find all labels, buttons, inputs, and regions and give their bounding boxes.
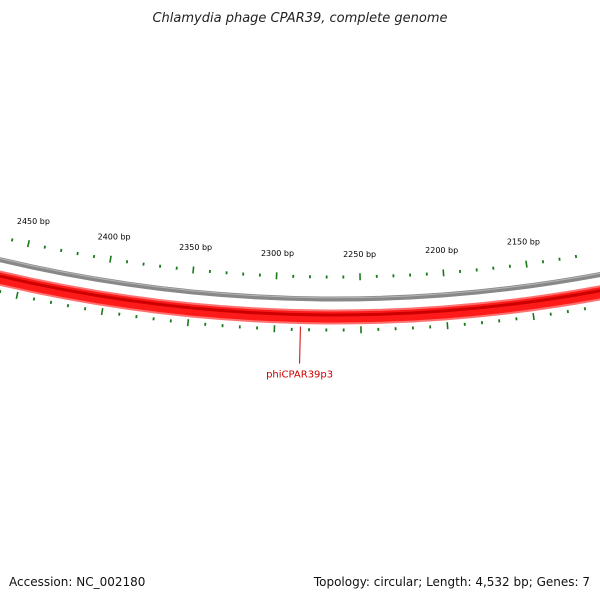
minor-tick-inner bbox=[83, 307, 87, 311]
inner-tick-track bbox=[0, 289, 587, 334]
minor-tick-outer bbox=[76, 251, 79, 256]
minor-tick-inner bbox=[66, 304, 70, 308]
minor-tick-inner bbox=[583, 307, 587, 311]
gene-arc-phiCPAR39p3[interactable] bbox=[0, 272, 600, 323]
tick-label: 2150 bp bbox=[507, 237, 540, 246]
tick-label: 2400 bp bbox=[98, 233, 131, 242]
minor-tick-outer bbox=[60, 248, 63, 253]
gene-label-phiCPAR39p3[interactable]: phiCPAR39p3 bbox=[266, 370, 333, 381]
genome-backbone bbox=[0, 257, 600, 302]
tick-label-group: 2450 bp 2400 bp 2350 bp 2300 bp 2250 bp 2200 … bbox=[17, 217, 540, 259]
major-tick-inner bbox=[15, 291, 19, 299]
minor-tick-outer bbox=[43, 245, 47, 249]
major-tick-inner bbox=[446, 322, 449, 330]
minor-tick-inner bbox=[32, 297, 36, 301]
minor-tick-inner bbox=[49, 300, 53, 305]
minor-tick-outer bbox=[574, 254, 578, 259]
major-tick-outer bbox=[26, 240, 31, 248]
major-tick-outer bbox=[525, 260, 528, 268]
gene-arc-core bbox=[0, 274, 600, 317]
major-tick-outer bbox=[109, 255, 112, 263]
tick-label: 2200 bp bbox=[425, 246, 458, 255]
minor-tick-outer bbox=[10, 238, 14, 242]
major-tick-inner bbox=[100, 307, 104, 316]
outer-tick-track bbox=[10, 238, 578, 281]
genome-backbone-highlight bbox=[0, 257, 600, 299]
map-title: Chlamydia phage CPAR39, complete genome bbox=[152, 11, 447, 26]
minor-tick-inner bbox=[0, 289, 2, 294]
genome-summary-text: Topology: circular; Length: 4,532 bp; Ge… bbox=[313, 575, 590, 589]
gene-label-pointer bbox=[299, 326, 301, 364]
minor-tick-outer bbox=[92, 254, 96, 259]
major-tick-inner bbox=[186, 319, 190, 327]
tick-label: 2300 bp bbox=[261, 249, 294, 258]
tick-label: 2350 bp bbox=[179, 243, 212, 252]
tick-label: 2450 bp bbox=[17, 217, 50, 226]
major-tick-outer bbox=[192, 266, 195, 274]
gene-track bbox=[0, 270, 600, 325]
major-tick-inner bbox=[532, 313, 535, 321]
tick-label: 2250 bp bbox=[343, 250, 376, 259]
major-tick-outer bbox=[442, 269, 445, 277]
accession-text: Accession: NC_002180 bbox=[9, 575, 145, 589]
